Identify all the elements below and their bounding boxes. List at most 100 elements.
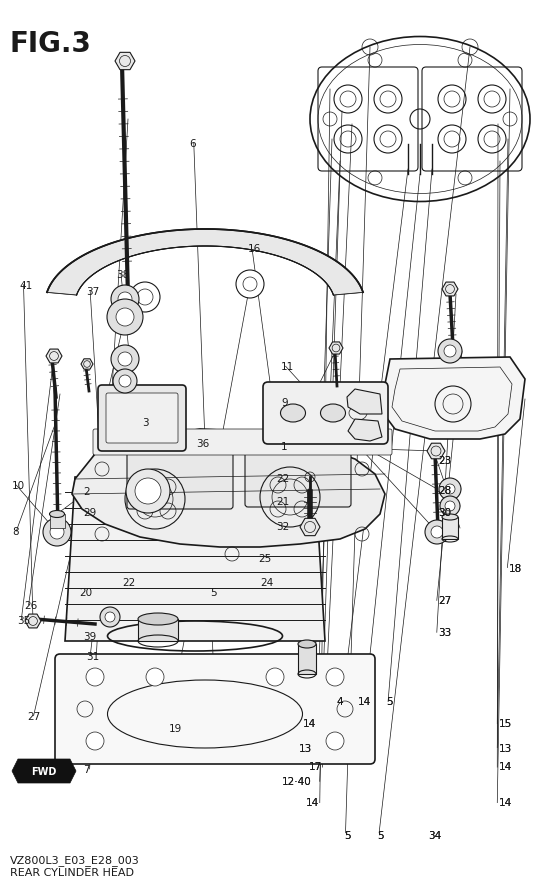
Text: 25: 25 <box>259 553 272 563</box>
Ellipse shape <box>138 613 178 626</box>
Circle shape <box>111 346 139 374</box>
Circle shape <box>118 292 132 307</box>
Ellipse shape <box>320 405 346 423</box>
Text: 37: 37 <box>86 286 99 297</box>
Text: 12·40: 12·40 <box>282 776 312 787</box>
Text: 33: 33 <box>438 627 451 638</box>
Text: 1: 1 <box>281 441 288 452</box>
Text: 15: 15 <box>498 718 512 728</box>
Circle shape <box>130 283 160 313</box>
Text: 4: 4 <box>337 696 343 706</box>
Text: 17: 17 <box>309 761 322 772</box>
Text: 36: 36 <box>196 439 209 449</box>
Text: 5: 5 <box>386 696 393 706</box>
Ellipse shape <box>298 641 316 649</box>
Circle shape <box>100 607 120 627</box>
Text: 8: 8 <box>12 526 18 537</box>
Text: 18: 18 <box>508 563 522 573</box>
Text: 16: 16 <box>248 244 261 254</box>
Text: 31: 31 <box>86 651 99 662</box>
Circle shape <box>111 285 139 314</box>
Ellipse shape <box>281 405 306 423</box>
Polygon shape <box>427 444 445 459</box>
FancyBboxPatch shape <box>106 393 178 444</box>
Polygon shape <box>300 519 320 536</box>
Text: 14: 14 <box>306 797 319 807</box>
Text: 32: 32 <box>276 521 290 532</box>
Text: 19: 19 <box>169 723 183 734</box>
Text: 14: 14 <box>302 718 316 728</box>
Polygon shape <box>329 343 343 354</box>
Text: 14: 14 <box>358 696 371 706</box>
Text: 27: 27 <box>438 595 451 606</box>
Text: 29: 29 <box>83 507 96 517</box>
FancyBboxPatch shape <box>263 383 388 445</box>
Circle shape <box>326 668 344 687</box>
Text: 38: 38 <box>116 269 130 280</box>
Text: 11: 11 <box>281 361 295 372</box>
Text: 14: 14 <box>306 797 319 807</box>
Text: 17: 17 <box>309 761 322 772</box>
Text: 9: 9 <box>281 397 288 408</box>
Circle shape <box>439 478 461 501</box>
Text: 15: 15 <box>498 718 512 728</box>
Text: 14: 14 <box>498 797 512 807</box>
Polygon shape <box>12 759 76 783</box>
FancyBboxPatch shape <box>55 654 375 764</box>
Text: 21: 21 <box>276 496 290 507</box>
Text: 4: 4 <box>337 696 343 706</box>
Text: 33: 33 <box>438 627 451 638</box>
Ellipse shape <box>49 511 64 518</box>
Text: VZ800L3_E03_E28_003: VZ800L3_E03_E28_003 <box>10 854 140 865</box>
Polygon shape <box>442 283 458 297</box>
Text: FWD: FWD <box>31 766 57 776</box>
Circle shape <box>266 668 284 687</box>
Text: 20: 20 <box>80 587 92 598</box>
Circle shape <box>107 299 143 336</box>
Text: 22: 22 <box>276 473 290 484</box>
Text: 34: 34 <box>428 830 441 841</box>
Polygon shape <box>46 350 62 363</box>
Text: 12·40: 12·40 <box>282 776 312 787</box>
Text: 5: 5 <box>377 830 384 841</box>
Polygon shape <box>348 420 382 441</box>
Text: 34: 34 <box>428 830 441 841</box>
Bar <box>442 517 458 540</box>
Polygon shape <box>65 478 325 641</box>
Bar <box>298 644 316 674</box>
Text: 41: 41 <box>19 280 32 291</box>
Text: 27: 27 <box>438 595 451 606</box>
Circle shape <box>438 339 462 363</box>
Circle shape <box>425 520 449 544</box>
Text: 28: 28 <box>438 486 451 496</box>
Bar <box>138 619 178 641</box>
Circle shape <box>236 271 264 299</box>
Text: 27: 27 <box>27 711 40 721</box>
Circle shape <box>86 668 104 687</box>
Text: 18: 18 <box>508 563 522 573</box>
Text: 14: 14 <box>302 718 316 728</box>
Text: 22: 22 <box>122 577 136 587</box>
Text: 2: 2 <box>83 486 90 497</box>
Text: 5: 5 <box>377 830 384 841</box>
FancyBboxPatch shape <box>127 448 233 509</box>
FancyBboxPatch shape <box>245 447 351 508</box>
Circle shape <box>86 732 104 750</box>
Text: 39: 39 <box>83 631 96 641</box>
Circle shape <box>119 376 131 387</box>
Circle shape <box>50 525 64 540</box>
Text: 23: 23 <box>438 455 451 466</box>
Polygon shape <box>25 614 41 628</box>
Text: 7: 7 <box>83 764 90 774</box>
Text: REAR CYLINDER HEAD: REAR CYLINDER HEAD <box>10 867 134 877</box>
Circle shape <box>326 732 344 750</box>
Text: 3: 3 <box>142 417 149 428</box>
Circle shape <box>444 346 456 358</box>
Circle shape <box>118 353 132 367</box>
Text: 5: 5 <box>211 587 217 598</box>
Polygon shape <box>380 358 525 439</box>
Polygon shape <box>81 360 93 369</box>
Circle shape <box>440 496 460 517</box>
Text: 13: 13 <box>498 742 512 753</box>
Polygon shape <box>47 229 363 296</box>
